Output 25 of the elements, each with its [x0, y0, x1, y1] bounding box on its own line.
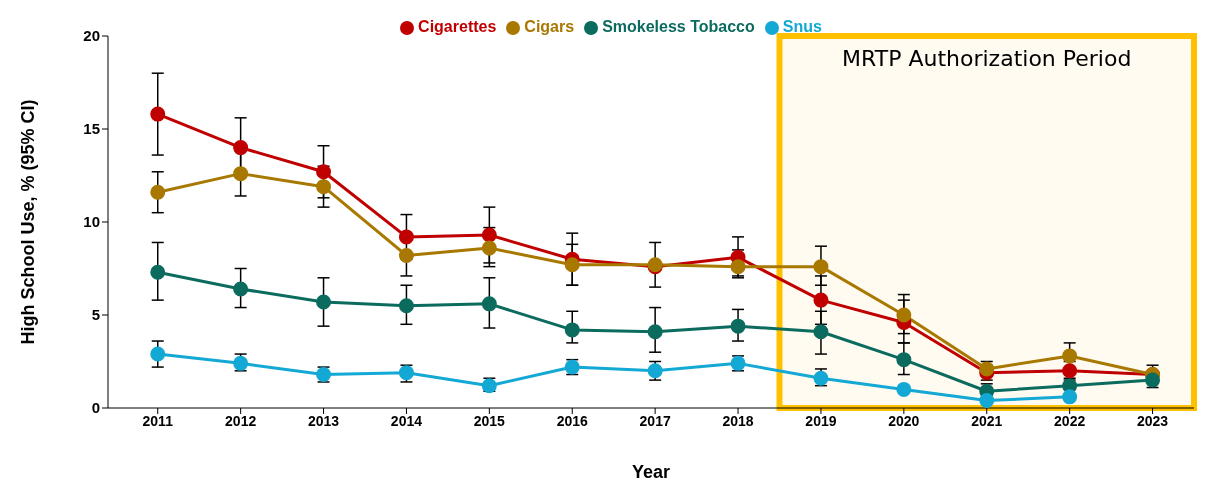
x-tick-label: 2023: [1136, 412, 1169, 429]
x-tick-label: 2011: [142, 412, 174, 429]
y-tick-label: 0: [91, 399, 100, 417]
x-tick-label: 2018: [722, 412, 754, 429]
y-tick-label: 15: [83, 120, 100, 138]
x-tick-label: 2015: [473, 412, 506, 429]
x-tick-label: 2019: [805, 412, 837, 429]
legend-label: Cigarettes: [418, 18, 497, 35]
legend-label: Snus: [782, 18, 822, 35]
x-tick-label: 2013: [307, 412, 340, 429]
legend-label: Smokeless Tobacco: [602, 18, 755, 35]
x-tick-label: 2022: [1054, 412, 1086, 429]
x-tick-label: 2017: [639, 412, 671, 429]
y-tick-label: 20: [83, 27, 100, 45]
x-tick-label: 2021: [971, 412, 1003, 429]
legend-label: Cigars: [524, 18, 575, 35]
y-tick-label: 10: [83, 213, 100, 231]
x-axis-title: Year: [631, 462, 671, 482]
y-tick-label: 5: [91, 306, 100, 324]
x-tick-label: 2020: [888, 412, 920, 429]
x-tick-label: 2014: [390, 412, 423, 429]
y-axis-title: High School Use, % (95% CI): [18, 99, 39, 345]
x-tick-label: 2016: [556, 412, 589, 429]
x-tick-label: 2012: [225, 412, 257, 429]
band-label: MRTP Authorization Period: [842, 45, 1132, 71]
